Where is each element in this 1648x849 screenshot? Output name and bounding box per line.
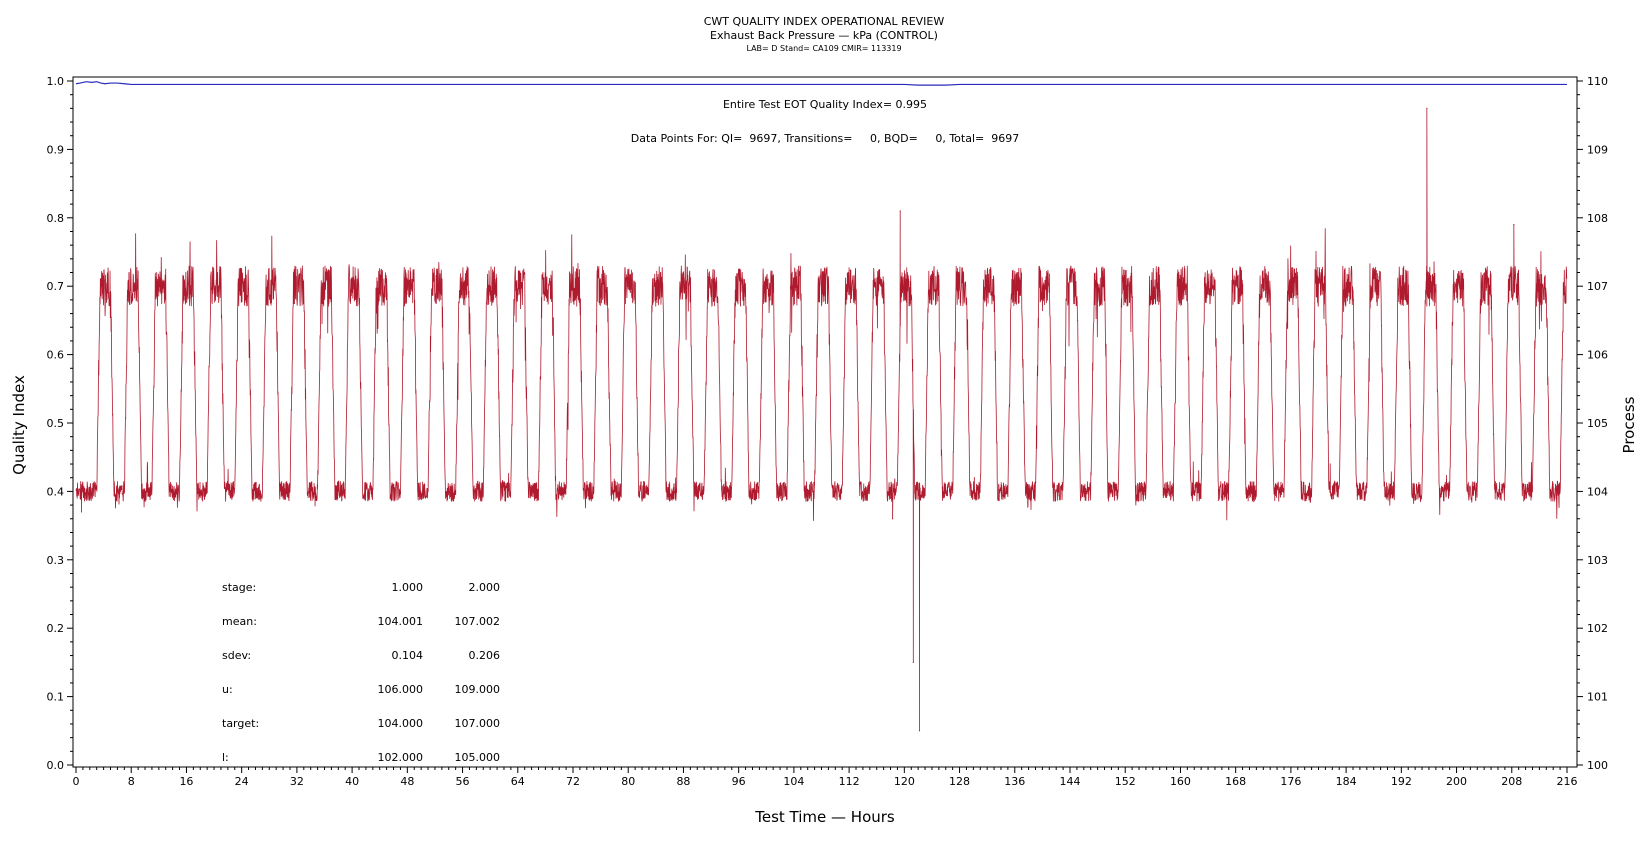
y-right-tick-label: 108 — [1587, 212, 1608, 225]
y-left-tick-label: 0.4 — [47, 485, 65, 498]
stats-value-stage2: 107.000 — [455, 717, 501, 730]
stats-table: stage: 1.000 2.000 mean: 104.001 107.002 sdev:… — [222, 581, 500, 764]
y-axis-left: 0.0 0.1 0.2 0.3 0.4 0.5 0.6 0.7 0.8 0.9 1.0 — [47, 75, 74, 772]
chart: CWT QUALITY INDEX OPERATIONAL REVIEW Exh… — [0, 0, 1648, 845]
stats-value-stage1: 102.000 — [378, 751, 424, 764]
process-spike-point — [1426, 108, 1427, 109]
plot-frame — [73, 77, 1577, 767]
y-right-tick-label: 103 — [1587, 554, 1608, 567]
y-right-tick-label: 101 — [1587, 691, 1608, 704]
y-left-tick-label: 0.7 — [47, 280, 65, 293]
process-series — [76, 108, 1567, 732]
x-tick-label: 16 — [179, 775, 193, 788]
x-tick-label: 56 — [456, 775, 470, 788]
stats-value-stage2: 2.000 — [469, 581, 501, 594]
y-right-tick-label: 102 — [1587, 622, 1608, 635]
y-right-tick-label: 110 — [1587, 75, 1608, 88]
x-tick-label: 48 — [400, 775, 414, 788]
x-tick-label: 0 — [73, 775, 80, 788]
stats-value-stage1: 106.000 — [378, 683, 424, 696]
x-tick-label: 96 — [732, 775, 746, 788]
stats-label: stage: — [222, 581, 256, 594]
stats-value-stage1: 104.000 — [378, 717, 424, 730]
stats-label: target: — [222, 717, 259, 730]
process-spike-point — [81, 511, 82, 512]
x-tick-label: 40 — [345, 775, 359, 788]
x-tick-label: 88 — [676, 775, 690, 788]
y-left-tick-label: 0.3 — [47, 554, 65, 567]
chart-subtitle: Exhaust Back Pressure — kPa (CONTROL) — [710, 29, 938, 42]
stats-value-stage1: 0.104 — [392, 649, 424, 662]
x-tick-label: 80 — [621, 775, 635, 788]
stats-label: sdev: — [222, 649, 251, 662]
y-axis-left-title: Quality Index — [10, 375, 28, 475]
chart-subtitle-lab: LAB= D Stand= CA109 CMIR= 113319 — [746, 44, 901, 53]
quality-index-line — [76, 82, 1567, 85]
process-spike-point — [900, 210, 901, 211]
x-tick-label: 200 — [1446, 775, 1467, 788]
stats-value-stage2: 109.000 — [455, 683, 501, 696]
stats-label: u: — [222, 683, 233, 696]
chart-svg: CWT QUALITY INDEX OPERATIONAL REVIEW Exh… — [0, 0, 1648, 845]
eot-quality-index-annotation: Entire Test EOT Quality Index= 0.995 — [723, 98, 927, 111]
process-spike-point — [913, 662, 914, 663]
y-left-tick-label: 0.0 — [47, 759, 65, 772]
process-spike-point — [892, 518, 893, 519]
process-spike-point — [1513, 224, 1514, 225]
x-tick-label: 192 — [1391, 775, 1412, 788]
x-tick-label: 216 — [1557, 775, 1578, 788]
x-tick-label: 104 — [783, 775, 804, 788]
y-right-tick-label: 107 — [1587, 280, 1608, 293]
stats-value-stage2: 107.002 — [455, 615, 501, 628]
y-left-tick-label: 0.8 — [47, 212, 65, 225]
stats-label: mean: — [222, 615, 257, 628]
y-left-tick-label: 0.2 — [47, 622, 65, 635]
x-tick-label: 136 — [1004, 775, 1025, 788]
stats-label: l: — [222, 751, 229, 764]
x-tick-label: 208 — [1501, 775, 1522, 788]
y-left-tick-label: 1.0 — [47, 75, 65, 88]
x-tick-label: 24 — [235, 775, 249, 788]
y-right-tick-label: 106 — [1587, 349, 1608, 362]
y-right-tick-label: 109 — [1587, 143, 1608, 156]
x-tick-label: 120 — [894, 775, 915, 788]
x-tick-label: 112 — [839, 775, 860, 788]
stats-value-stage1: 1.000 — [392, 581, 424, 594]
y-left-tick-label: 0.5 — [47, 417, 65, 430]
x-tick-label: 72 — [566, 775, 580, 788]
x-tick-label: 32 — [290, 775, 304, 788]
chart-title: CWT QUALITY INDEX OPERATIONAL REVIEW — [704, 15, 945, 28]
stats-value-stage2: 105.000 — [455, 751, 501, 764]
x-tick-label: 168 — [1225, 775, 1246, 788]
y-axis-right-title: Process — [1620, 396, 1638, 453]
y-left-tick-label: 0.6 — [47, 349, 65, 362]
x-tick-label: 128 — [949, 775, 970, 788]
y-right-tick-label: 104 — [1587, 485, 1608, 498]
x-axis: 0 8 16 24 32 40 48 56 64 72 80 88 96 104 112 120 128 136 1… — [73, 767, 1578, 788]
data-points-annotation: Data Points For: QI= 9697, Transitions= … — [631, 132, 1019, 145]
x-tick-label: 184 — [1336, 775, 1357, 788]
x-axis-title: Test Time — Hours — [754, 808, 895, 826]
process-spike-point — [919, 730, 920, 731]
quality-index-series — [76, 82, 1567, 85]
y-axis-right: 100 101 102 103 104 105 106 107 108 109 110 — [1577, 75, 1608, 772]
x-tick-label: 152 — [1115, 775, 1136, 788]
process-line — [76, 108, 1567, 730]
stats-value-stage2: 0.206 — [469, 649, 501, 662]
stats-value-stage1: 104.001 — [378, 615, 424, 628]
x-tick-label: 64 — [511, 775, 525, 788]
x-tick-label: 144 — [1060, 775, 1081, 788]
y-left-tick-label: 0.1 — [47, 691, 65, 704]
x-tick-label: 8 — [128, 775, 135, 788]
y-left-tick-label: 0.9 — [47, 143, 65, 156]
y-right-tick-label: 105 — [1587, 417, 1608, 430]
x-tick-label: 160 — [1170, 775, 1191, 788]
y-right-tick-label: 100 — [1587, 759, 1608, 772]
x-tick-label: 176 — [1280, 775, 1301, 788]
